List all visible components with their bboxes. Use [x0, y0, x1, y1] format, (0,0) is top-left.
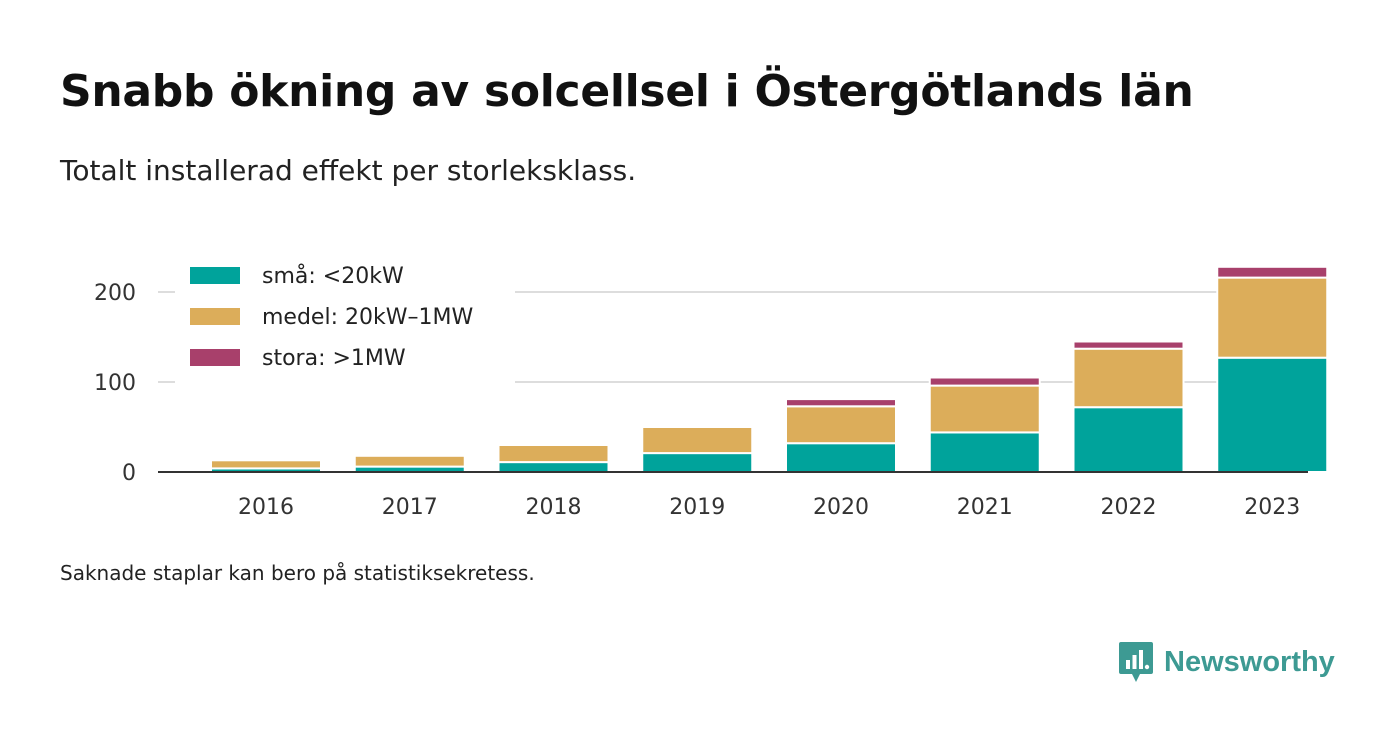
bar-2022-series-0	[1072, 406, 1185, 474]
legend-label: stora: >1MW	[262, 346, 406, 371]
x-tick-label: 2016	[238, 495, 294, 520]
y-tick-label: 0	[122, 461, 136, 486]
bar-2022-series-1	[1072, 347, 1185, 409]
x-tick-label: 2019	[669, 495, 725, 520]
bar-2018-series-1	[497, 444, 610, 464]
x-tick-label: 2022	[1101, 495, 1157, 520]
y-tick-label: 200	[94, 281, 136, 306]
bar-2019-series-1	[641, 426, 754, 455]
x-tick-label: 2023	[1244, 495, 1300, 520]
x-tick-label: 2021	[957, 495, 1013, 520]
bar-2023-series-0	[1216, 356, 1329, 474]
legend-swatch	[190, 349, 240, 366]
y-tick-label: 100	[94, 371, 136, 396]
bar-2019-series-0	[641, 452, 754, 474]
axes: 0 100 200 2016 2017 2018 2019 2020 2021 2022 2023	[94, 281, 1308, 520]
chart-title: Snabb ökning av solcellsel i Östergötlan…	[60, 66, 1194, 117]
chart-subtitle: Totalt installerad effekt per storlekskl…	[60, 154, 637, 187]
brand-name: Newsworthy	[1164, 645, 1335, 678]
legend-swatch	[190, 267, 240, 284]
bar-2021-series-2	[928, 376, 1041, 387]
bar-2023-series-1	[1216, 276, 1329, 359]
x-tick-label: 2018	[526, 495, 582, 520]
legend-swatch	[190, 308, 240, 325]
x-tick-label: 2020	[813, 495, 869, 520]
bar-2020-series-2	[785, 398, 897, 408]
bars	[210, 265, 1329, 474]
bar-2020-series-1	[785, 405, 897, 445]
bar-2018-series-0	[497, 461, 610, 474]
bar-2021-series-0	[928, 431, 1041, 473]
bar-2020-series-0	[785, 442, 897, 474]
legend-label: små: <20kW	[262, 263, 404, 289]
legend: små: <20kW medel: 20kW–1MW stora: >1MW	[175, 255, 515, 383]
bar-2016-series-1	[210, 459, 322, 470]
footnote: Saknade staplar kan bero på statistiksek…	[60, 561, 535, 585]
newsworthy-logo-icon	[1119, 642, 1153, 682]
bar-2021-series-1	[928, 384, 1041, 434]
bar-2022-series-2	[1072, 340, 1185, 350]
legend-label: medel: 20kW–1MW	[262, 305, 473, 330]
x-tick-label: 2017	[382, 495, 438, 520]
bar-2023-series-2	[1216, 265, 1329, 279]
bar-2017-series-1	[353, 454, 466, 468]
brand-logo: Newsworthy	[1118, 640, 1335, 684]
